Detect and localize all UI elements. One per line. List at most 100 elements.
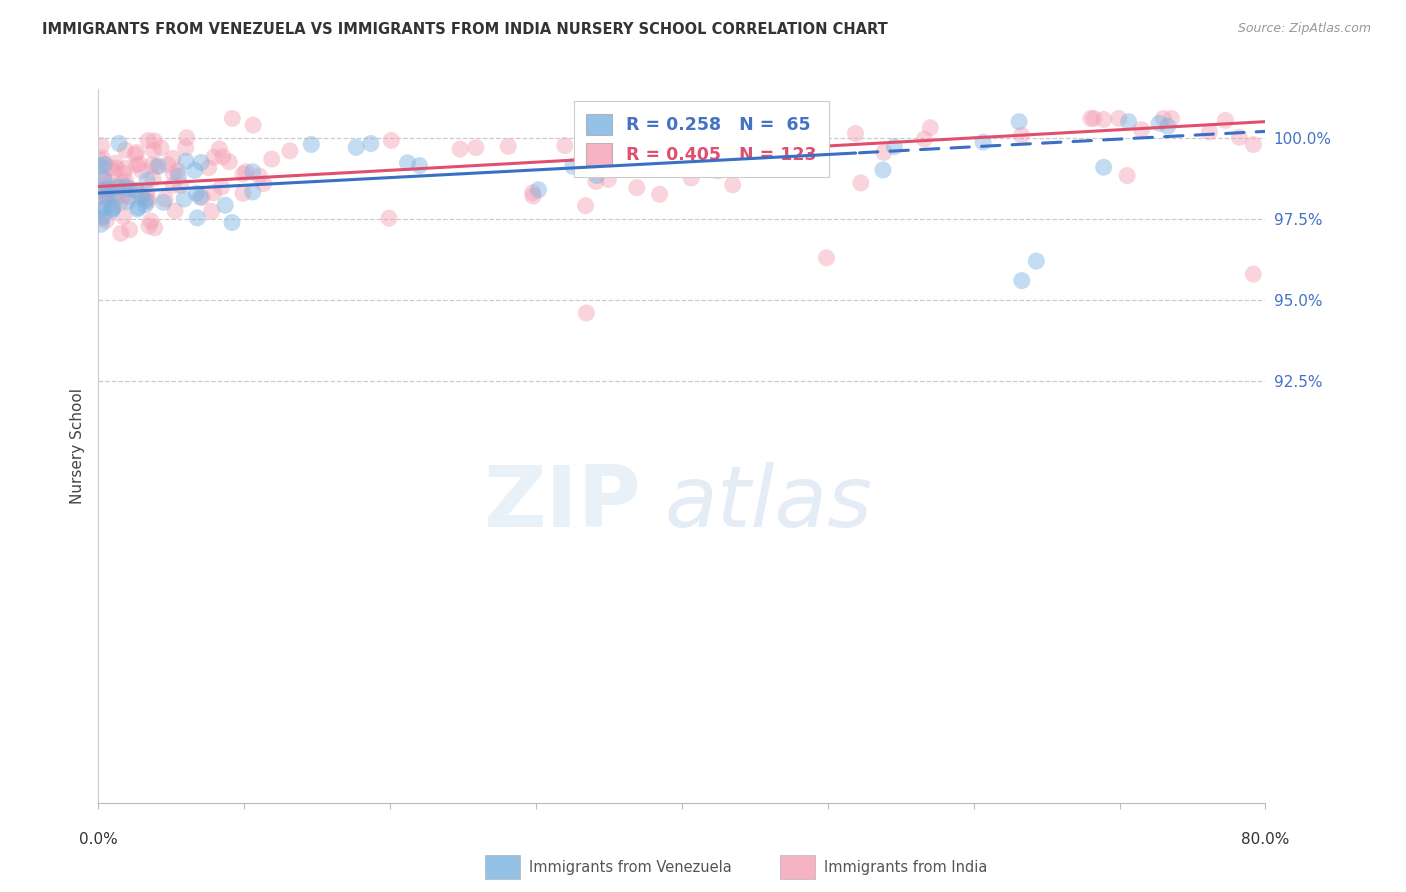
Point xyxy=(218,154,240,169)
Point xyxy=(201,204,224,219)
Point xyxy=(145,160,167,174)
Point xyxy=(110,195,132,210)
Point xyxy=(872,163,894,178)
Point xyxy=(1025,254,1047,268)
Point xyxy=(1157,120,1180,134)
Point xyxy=(598,172,620,186)
Point xyxy=(89,153,111,168)
Point xyxy=(142,144,165,158)
Point xyxy=(202,186,225,200)
Point xyxy=(620,121,643,136)
Point xyxy=(449,142,471,156)
Point xyxy=(93,201,115,215)
Point xyxy=(114,161,136,176)
Point xyxy=(252,177,274,191)
Point xyxy=(197,161,219,175)
Point xyxy=(1008,114,1031,128)
Point xyxy=(112,210,135,224)
Point xyxy=(135,194,157,208)
Point xyxy=(136,194,159,209)
Point xyxy=(299,137,322,152)
Point xyxy=(139,214,162,228)
Point xyxy=(128,157,150,171)
Point xyxy=(247,169,270,183)
Point xyxy=(89,168,111,182)
Point xyxy=(98,181,121,195)
Point xyxy=(162,167,184,181)
Point xyxy=(1227,130,1250,145)
Point xyxy=(93,172,115,186)
Point xyxy=(131,163,153,178)
Point xyxy=(90,217,112,231)
Point xyxy=(554,138,576,153)
Point xyxy=(167,169,190,183)
Point xyxy=(1092,112,1115,127)
Text: ZIP: ZIP xyxy=(484,461,641,545)
Text: IMMIGRANTS FROM VENEZUELA VS IMMIGRANTS FROM INDIA NURSERY SCHOOL CORRELATION CH: IMMIGRANTS FROM VENEZUELA VS IMMIGRANTS … xyxy=(42,22,889,37)
Point xyxy=(191,190,214,204)
Point xyxy=(104,190,127,204)
Point xyxy=(96,213,118,227)
Point xyxy=(221,215,243,229)
Point xyxy=(114,188,136,202)
Point xyxy=(235,165,257,179)
Point xyxy=(118,182,141,196)
Point xyxy=(174,154,197,169)
Point xyxy=(138,219,160,233)
Point xyxy=(135,186,157,200)
Point xyxy=(107,180,129,194)
Point xyxy=(183,163,205,178)
Point xyxy=(1147,116,1170,130)
Point xyxy=(883,139,905,153)
Point xyxy=(1083,112,1105,126)
Point xyxy=(136,191,159,205)
Point xyxy=(464,140,486,154)
Point xyxy=(408,159,430,173)
Point xyxy=(131,188,153,202)
Point xyxy=(803,155,825,169)
Point xyxy=(94,184,117,198)
Point xyxy=(1080,112,1102,126)
Legend: R = 0.258   N =  65, R = 0.405   N = 123: R = 0.258 N = 65, R = 0.405 N = 123 xyxy=(574,102,828,177)
Y-axis label: Nursery School: Nursery School xyxy=(69,388,84,504)
Point xyxy=(103,187,125,202)
Point xyxy=(626,180,648,194)
Point xyxy=(125,184,148,198)
Point xyxy=(681,171,703,186)
Point xyxy=(575,306,598,320)
Point xyxy=(380,133,402,147)
Point xyxy=(242,118,264,132)
Point xyxy=(278,144,301,158)
Point xyxy=(89,184,111,198)
Point xyxy=(94,187,117,202)
Point xyxy=(93,157,115,171)
Point xyxy=(1108,112,1130,126)
Point xyxy=(1011,128,1033,143)
Point xyxy=(114,173,136,187)
Point xyxy=(89,159,111,173)
Point xyxy=(211,180,233,194)
Point xyxy=(141,158,163,172)
Point xyxy=(115,179,138,194)
Point xyxy=(221,112,243,126)
Text: Immigrants from India: Immigrants from India xyxy=(824,860,987,874)
Point xyxy=(118,189,141,203)
Point xyxy=(156,157,179,171)
Point xyxy=(107,180,129,194)
Point xyxy=(849,176,872,190)
Point xyxy=(89,183,111,197)
Point xyxy=(1198,125,1220,139)
Point xyxy=(136,134,159,148)
Point xyxy=(208,142,231,156)
Point xyxy=(202,150,225,164)
Point xyxy=(105,161,128,175)
Point xyxy=(165,203,187,218)
Point xyxy=(142,171,165,186)
Point xyxy=(378,211,401,226)
Point xyxy=(972,135,994,149)
Point xyxy=(93,169,115,184)
Point xyxy=(104,156,127,170)
Point xyxy=(1243,137,1265,152)
Point xyxy=(591,112,613,126)
Point xyxy=(1160,112,1182,126)
